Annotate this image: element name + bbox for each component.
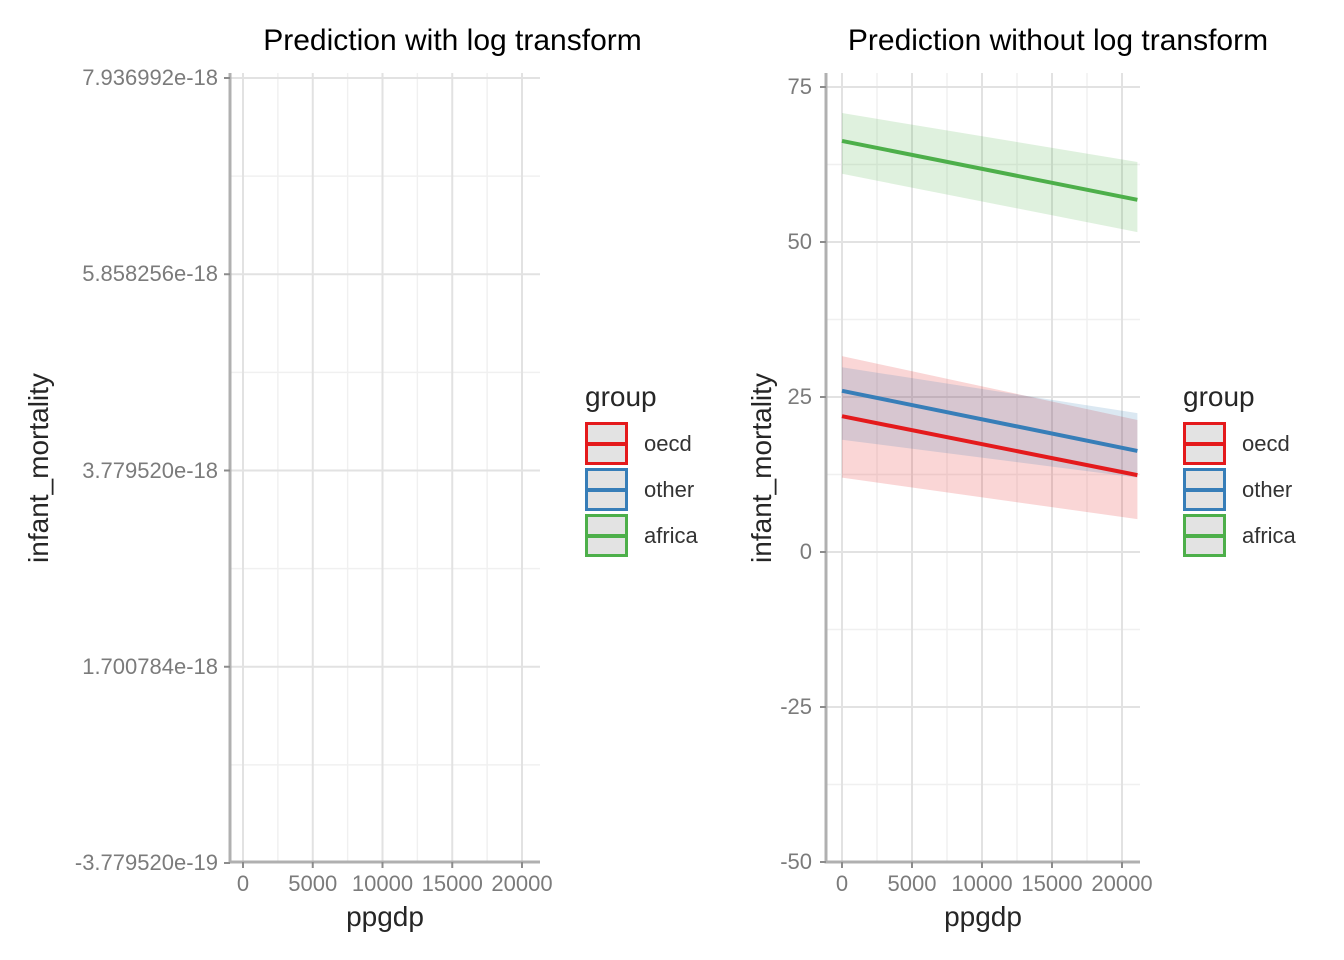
right-plot-title: Prediction without log transform xyxy=(847,24,1269,57)
y-tick-label: 25 xyxy=(787,384,812,409)
africa-key-line xyxy=(588,533,625,538)
left-plot-title: Prediction with log transform xyxy=(263,24,642,57)
oecd-key-swatch xyxy=(1183,422,1226,465)
y-tick-label: 50 xyxy=(787,229,812,254)
x-tick-label: 5000 xyxy=(887,871,937,896)
ribbon-africa xyxy=(842,113,1138,233)
oecd-key-line xyxy=(588,441,625,446)
x-tick-label: 20000 xyxy=(1091,871,1153,896)
legend-item-africa: africa xyxy=(585,514,745,557)
right-y-axis-title: infant_mortality xyxy=(746,373,777,563)
y-tick-label: 7.936992e-18 xyxy=(82,65,218,90)
left-y-axis-title: infant_mortality xyxy=(23,373,54,563)
legend-label-africa: africa xyxy=(644,522,698,548)
axes xyxy=(820,73,1140,868)
y-tick-label: -50 xyxy=(780,849,812,874)
grid-major xyxy=(826,73,1140,863)
africa-key-line xyxy=(1186,533,1223,538)
axes xyxy=(224,73,540,868)
oecd-key-line xyxy=(1186,441,1223,446)
legend-item-other: other xyxy=(1183,468,1343,511)
legend-item-oecd: oecd xyxy=(1183,422,1343,465)
ribbon-oecd xyxy=(842,356,1138,520)
other-key-swatch xyxy=(1183,468,1226,511)
y-tick-label: 75 xyxy=(787,74,812,99)
legend-label-oecd: oecd xyxy=(644,430,692,456)
y-tick-label: -3.779520e-19 xyxy=(74,850,218,875)
x-tick-label: 20000 xyxy=(491,871,553,896)
other-key-line xyxy=(1186,487,1223,492)
right-legend: group oecd other africa xyxy=(1183,380,1343,557)
left-x-axis-title: ppgdp xyxy=(346,901,424,932)
y-tick-label: 1.700784e-18 xyxy=(82,653,218,679)
fit-line-other xyxy=(841,388,1138,453)
africa-key-swatch xyxy=(1183,514,1226,557)
y-tick-label: -25 xyxy=(780,694,812,719)
fit-line-oecd xyxy=(841,414,1138,478)
y-tick-label: 3.779520e-18 xyxy=(82,457,218,483)
other-key-swatch xyxy=(585,468,628,511)
legend-label-oecd: oecd xyxy=(1242,430,1290,456)
other-key-line xyxy=(588,487,625,492)
x-tick-label: 10000 xyxy=(351,871,414,896)
x-tick-label: 0 xyxy=(835,871,849,896)
x-tick-label: 15000 xyxy=(1021,871,1083,896)
grid-minor xyxy=(230,73,540,862)
legend-label-other: other xyxy=(644,476,695,502)
oecd-key-swatch xyxy=(585,422,628,465)
grid-major xyxy=(230,73,540,862)
fit-line-africa xyxy=(841,138,1138,202)
fit-lines xyxy=(841,138,1138,478)
left-legend: group oecd other africa xyxy=(585,380,745,557)
legend-item-oecd: oecd xyxy=(585,422,745,465)
confidence-ribbons xyxy=(842,113,1138,520)
legend-label-other: other xyxy=(1242,476,1293,502)
legend-items: oecd other africa xyxy=(585,422,745,557)
x-tick-label: 15000 xyxy=(421,871,483,896)
x-tick-label: 5000 xyxy=(288,871,338,896)
legend-title: group xyxy=(1183,381,1255,412)
legend-label-africa: africa xyxy=(1242,522,1296,548)
legend-title: group xyxy=(585,381,657,412)
y-tick-label: 5.858256e-18 xyxy=(82,261,218,287)
legend-item-africa: africa xyxy=(1183,514,1343,557)
legend-items: oecd other africa xyxy=(1183,422,1343,557)
x-tick-label: 0 xyxy=(236,871,250,896)
right-x-axis-title: ppgdp xyxy=(944,901,1022,932)
legend-item-other: other xyxy=(585,468,745,511)
y-tick-label: 0 xyxy=(799,539,812,564)
africa-key-swatch xyxy=(585,514,628,557)
x-tick-label: 10000 xyxy=(951,871,1013,896)
